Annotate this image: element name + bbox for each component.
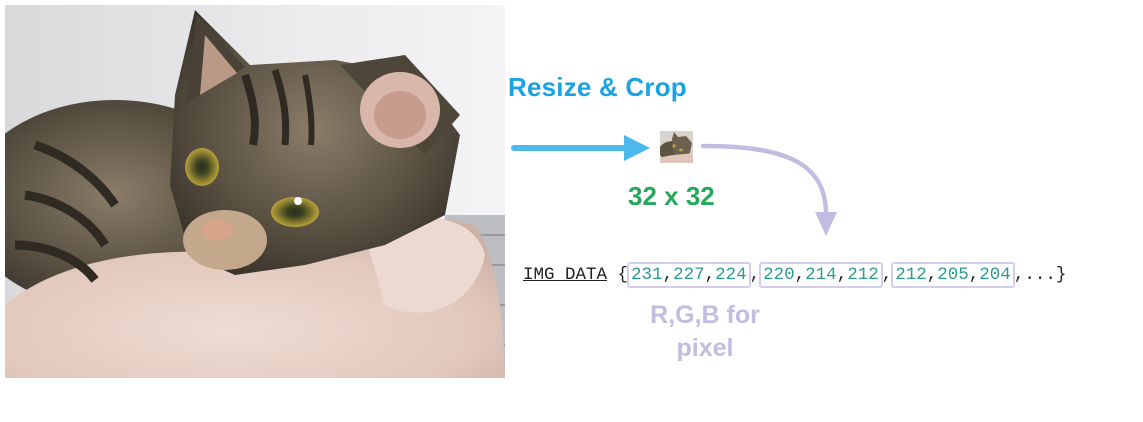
size-label: 32 x 32 <box>628 181 715 211</box>
encode-arrow <box>700 143 837 236</box>
img-data-keyword: IMG_DATA <box>523 265 608 285</box>
kitten-thumbnail <box>660 131 693 163</box>
resize-crop-label: Resize & Crop <box>508 72 687 102</box>
resize-arrow <box>511 135 650 161</box>
red-value: 220 <box>763 265 795 285</box>
open-brace: { <box>617 265 629 285</box>
rgb-pixel-note-line1: R,G,B for <box>650 301 760 329</box>
rgb-pixel-note: R,G,B for pixel <box>630 299 780 365</box>
blue-value: 224 <box>715 265 747 285</box>
kitten-photo <box>5 5 505 378</box>
green-value: 205 <box>937 265 969 285</box>
blue-value: 212 <box>847 265 879 285</box>
green-value: 214 <box>805 265 837 285</box>
red-value: 212 <box>895 265 927 285</box>
pixel-rgb-box: 231,227,224 <box>627 262 751 288</box>
green-value: 227 <box>673 265 705 285</box>
rgb-pixel-note-line2: pixel <box>676 334 734 362</box>
red-value: 231 <box>631 265 663 285</box>
blue-value: 204 <box>979 265 1011 285</box>
img-data-code: IMG_DATA {231,227,224, 220,214,212, 212,20… <box>523 262 1066 288</box>
pixel-rgb-box: 220,214,212 <box>759 262 883 288</box>
code-tail: ,...} <box>1013 265 1067 285</box>
pixel-rgb-box: 212,205,204 <box>891 262 1015 288</box>
